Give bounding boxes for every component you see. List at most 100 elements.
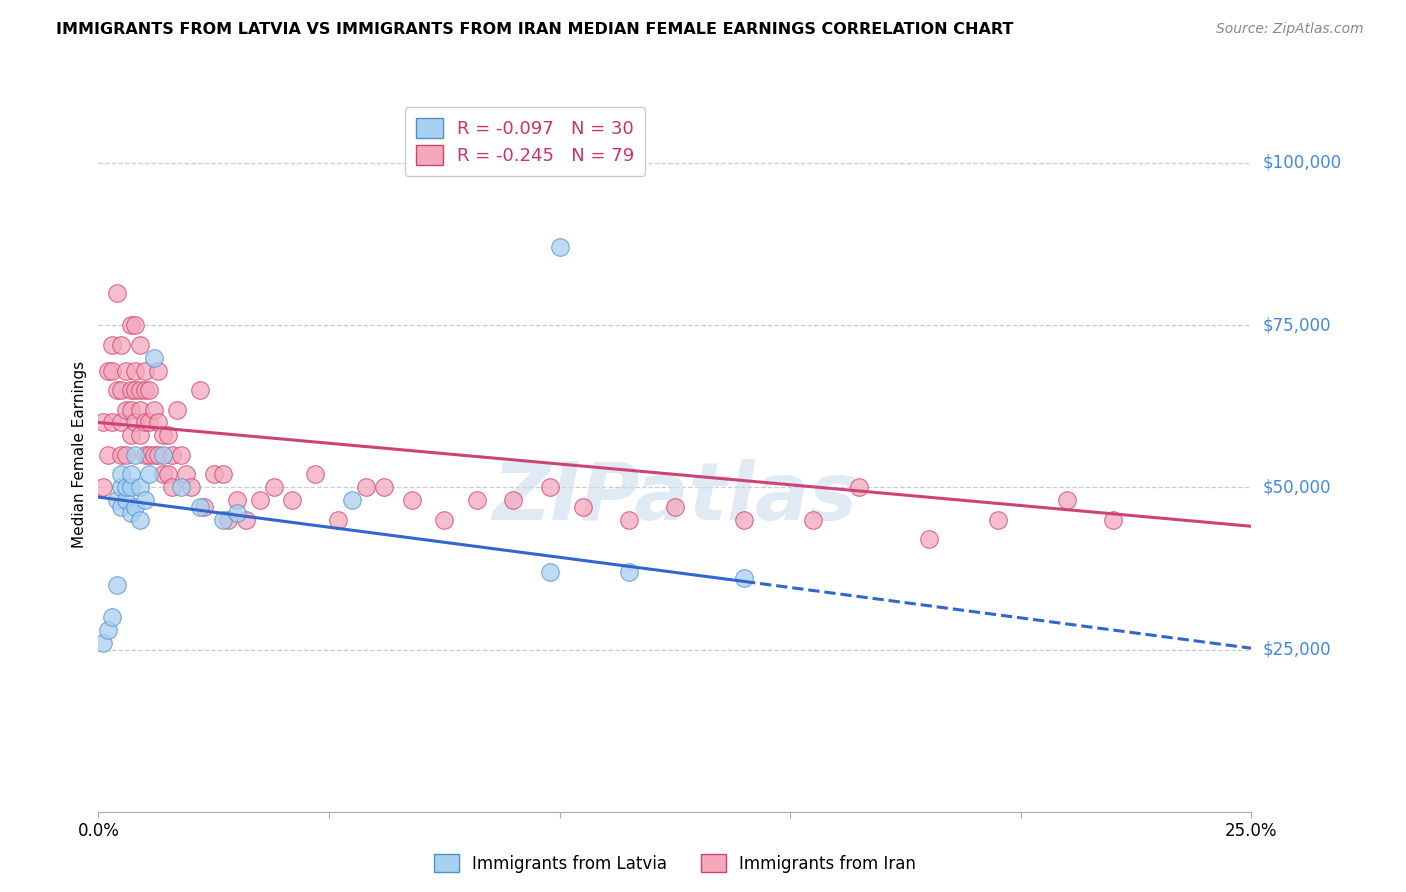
Point — [120, 480, 142, 494]
Point — [188, 500, 211, 514]
Point — [105, 383, 128, 397]
Point — [156, 428, 179, 442]
Point — [134, 448, 156, 462]
Point — [101, 610, 124, 624]
Point — [110, 383, 132, 397]
Point — [304, 467, 326, 482]
Point — [538, 565, 561, 579]
Y-axis label: Median Female Earnings: Median Female Earnings — [72, 361, 87, 549]
Point — [129, 402, 152, 417]
Point — [134, 383, 156, 397]
Point — [110, 416, 132, 430]
Point — [212, 513, 235, 527]
Point — [110, 337, 132, 351]
Point — [617, 565, 640, 579]
Point — [987, 513, 1010, 527]
Point — [110, 448, 132, 462]
Point — [617, 513, 640, 527]
Point — [97, 363, 120, 377]
Point — [571, 500, 593, 514]
Point — [129, 480, 152, 494]
Point — [115, 402, 138, 417]
Point — [664, 500, 686, 514]
Point — [156, 467, 179, 482]
Point — [1056, 493, 1078, 508]
Point — [138, 467, 160, 482]
Point — [142, 448, 165, 462]
Point — [91, 416, 114, 430]
Text: $100,000: $100,000 — [1263, 154, 1341, 172]
Point — [733, 571, 755, 585]
Point — [152, 428, 174, 442]
Point — [502, 493, 524, 508]
Text: ZIPatlas: ZIPatlas — [492, 458, 858, 537]
Point — [110, 500, 132, 514]
Point — [110, 467, 132, 482]
Point — [120, 318, 142, 333]
Text: $50,000: $50,000 — [1263, 478, 1331, 496]
Point — [115, 493, 138, 508]
Point — [134, 363, 156, 377]
Point — [538, 480, 561, 494]
Point — [124, 383, 146, 397]
Point — [212, 467, 235, 482]
Text: $75,000: $75,000 — [1263, 316, 1331, 334]
Point — [120, 506, 142, 520]
Text: Source: ZipAtlas.com: Source: ZipAtlas.com — [1216, 22, 1364, 37]
Point — [120, 383, 142, 397]
Point — [134, 416, 156, 430]
Point — [129, 428, 152, 442]
Point — [115, 480, 138, 494]
Point — [235, 513, 257, 527]
Point — [91, 480, 114, 494]
Point — [225, 506, 247, 520]
Point — [134, 493, 156, 508]
Point — [401, 493, 423, 508]
Point — [115, 448, 138, 462]
Point — [281, 493, 304, 508]
Legend: Immigrants from Latvia, Immigrants from Iran: Immigrants from Latvia, Immigrants from … — [427, 847, 922, 880]
Point — [465, 493, 488, 508]
Point — [160, 480, 183, 494]
Point — [328, 513, 350, 527]
Point — [142, 351, 165, 365]
Point — [188, 383, 211, 397]
Text: IMMIGRANTS FROM LATVIA VS IMMIGRANTS FROM IRAN MEDIAN FEMALE EARNINGS CORRELATIO: IMMIGRANTS FROM LATVIA VS IMMIGRANTS FRO… — [56, 22, 1014, 37]
Point — [105, 285, 128, 300]
Point — [124, 363, 146, 377]
Point — [120, 428, 142, 442]
Point — [917, 533, 939, 547]
Point — [340, 493, 363, 508]
Point — [152, 448, 174, 462]
Point — [97, 623, 120, 637]
Point — [160, 448, 183, 462]
Point — [129, 383, 152, 397]
Point — [217, 513, 239, 527]
Point — [138, 416, 160, 430]
Point — [124, 500, 146, 514]
Point — [120, 467, 142, 482]
Point — [148, 416, 170, 430]
Legend: R = -0.097   N = 30, R = -0.245   N = 79: R = -0.097 N = 30, R = -0.245 N = 79 — [405, 107, 645, 176]
Point — [180, 480, 202, 494]
Point — [120, 402, 142, 417]
Point — [105, 577, 128, 591]
Point — [249, 493, 271, 508]
Point — [202, 467, 225, 482]
Point — [91, 636, 114, 650]
Point — [170, 448, 193, 462]
Point — [101, 363, 124, 377]
Point — [97, 448, 120, 462]
Point — [193, 500, 215, 514]
Point — [124, 318, 146, 333]
Point — [354, 480, 377, 494]
Point — [174, 467, 197, 482]
Point — [733, 513, 755, 527]
Point — [115, 363, 138, 377]
Point — [138, 448, 160, 462]
Point — [105, 493, 128, 508]
Point — [225, 493, 247, 508]
Point — [373, 480, 395, 494]
Point — [263, 480, 285, 494]
Point — [124, 416, 146, 430]
